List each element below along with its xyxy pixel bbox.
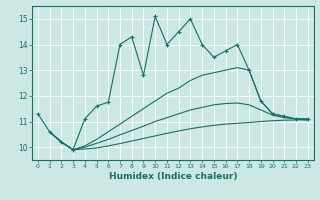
X-axis label: Humidex (Indice chaleur): Humidex (Indice chaleur) <box>108 172 237 181</box>
